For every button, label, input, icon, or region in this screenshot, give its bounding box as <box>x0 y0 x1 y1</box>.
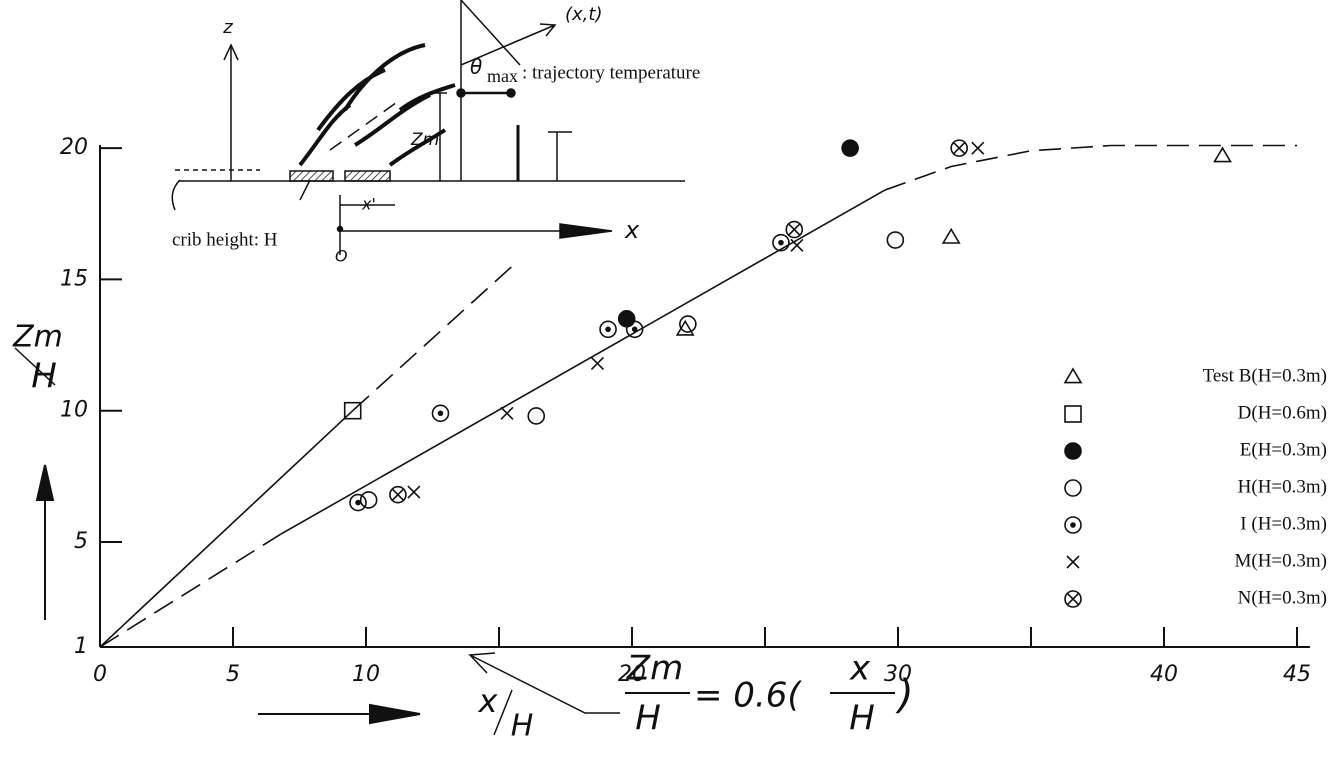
y-tick-label: 15 <box>60 266 88 291</box>
x-tick-label: 10 <box>352 662 380 687</box>
inset-label: Zm <box>410 130 439 150</box>
marker <box>500 406 514 420</box>
marker <box>431 404 450 423</box>
legend-marker <box>1064 590 1082 608</box>
legend-marker <box>1064 516 1082 534</box>
equation-text: = 0.6( <box>694 676 802 716</box>
marker <box>679 315 697 333</box>
legend-label: H(H=0.3m) <box>1238 476 1327 497</box>
legend-marker <box>1063 367 1083 384</box>
legend-label: N(H=0.3m) <box>1238 587 1327 608</box>
equation: Zm H = 0.6( x H ) <box>468 649 914 739</box>
inset-label: x <box>624 216 640 244</box>
marker <box>971 141 985 155</box>
inset-label: max <box>487 66 518 86</box>
fit-line <box>352 263 516 412</box>
legend-label: M(H=0.3m) <box>1234 550 1327 571</box>
inset-label: x' <box>361 195 376 214</box>
legend-marker <box>1064 405 1082 423</box>
marker <box>941 227 961 244</box>
marker <box>343 401 362 420</box>
equation-text: Zm <box>626 649 683 689</box>
equation-text: H <box>849 699 875 739</box>
axes <box>35 145 1310 725</box>
marker <box>389 485 407 504</box>
x-axis-label: x <box>478 682 499 720</box>
y-axis-label: H <box>31 357 57 397</box>
y-axis-label: Zm <box>12 320 63 355</box>
fit-line <box>99 533 282 648</box>
legend-label: I (H=0.3m) <box>1240 513 1327 534</box>
legend-label: Test B(H=0.3m) <box>1203 365 1327 386</box>
marker <box>359 491 378 509</box>
y-tick-label: 5 <box>74 529 88 554</box>
marker <box>590 356 604 370</box>
x-tick-label: 5 <box>226 662 240 687</box>
marker <box>617 309 636 328</box>
legend-marker <box>1064 442 1082 460</box>
inset-diagram <box>171 0 685 255</box>
x-tick-label: 45 <box>1283 662 1311 687</box>
axis-label-bar <box>493 689 513 736</box>
x-tick-label: 0 <box>93 662 107 687</box>
legend-marker <box>1066 555 1080 569</box>
equation-text: H <box>635 699 661 739</box>
equation-text: ) <box>895 672 914 718</box>
inset-label: crib height: H <box>172 229 278 250</box>
x-tick-label: 40 <box>1150 662 1178 687</box>
inset-label: (x,t) <box>565 4 602 25</box>
fit-line <box>99 410 354 648</box>
fit-line <box>280 189 886 535</box>
inset-label: z <box>222 17 233 38</box>
marker <box>407 485 421 499</box>
marker <box>950 139 968 157</box>
marker <box>790 238 804 252</box>
marker <box>785 220 804 239</box>
legend-label: D(H=0.6m) <box>1238 402 1327 423</box>
marker <box>625 320 644 339</box>
marker <box>1213 146 1232 163</box>
marker <box>599 320 617 339</box>
x-tick-label: 20 <box>618 662 646 687</box>
y-tick-label: 10 <box>60 398 88 423</box>
legend-label: E(H=0.3m) <box>1240 439 1327 460</box>
x-axis-label: H <box>511 709 534 744</box>
marker <box>527 407 546 425</box>
inset-label: : trajectory temperature <box>522 62 700 83</box>
marker <box>841 139 859 157</box>
axis-label-bar <box>14 347 56 386</box>
marker <box>349 493 367 512</box>
fit-line <box>884 144 1297 191</box>
marker <box>886 231 905 249</box>
x-tick-label: 30 <box>884 662 912 687</box>
inset-label: θ <box>470 55 482 79</box>
equation-text: x <box>849 649 871 689</box>
marker <box>772 233 790 252</box>
inset-label: O <box>335 247 348 266</box>
y-tick-label: 20 <box>60 135 88 160</box>
legend-marker <box>1064 479 1082 497</box>
y-tick-label: 1 <box>74 634 88 659</box>
